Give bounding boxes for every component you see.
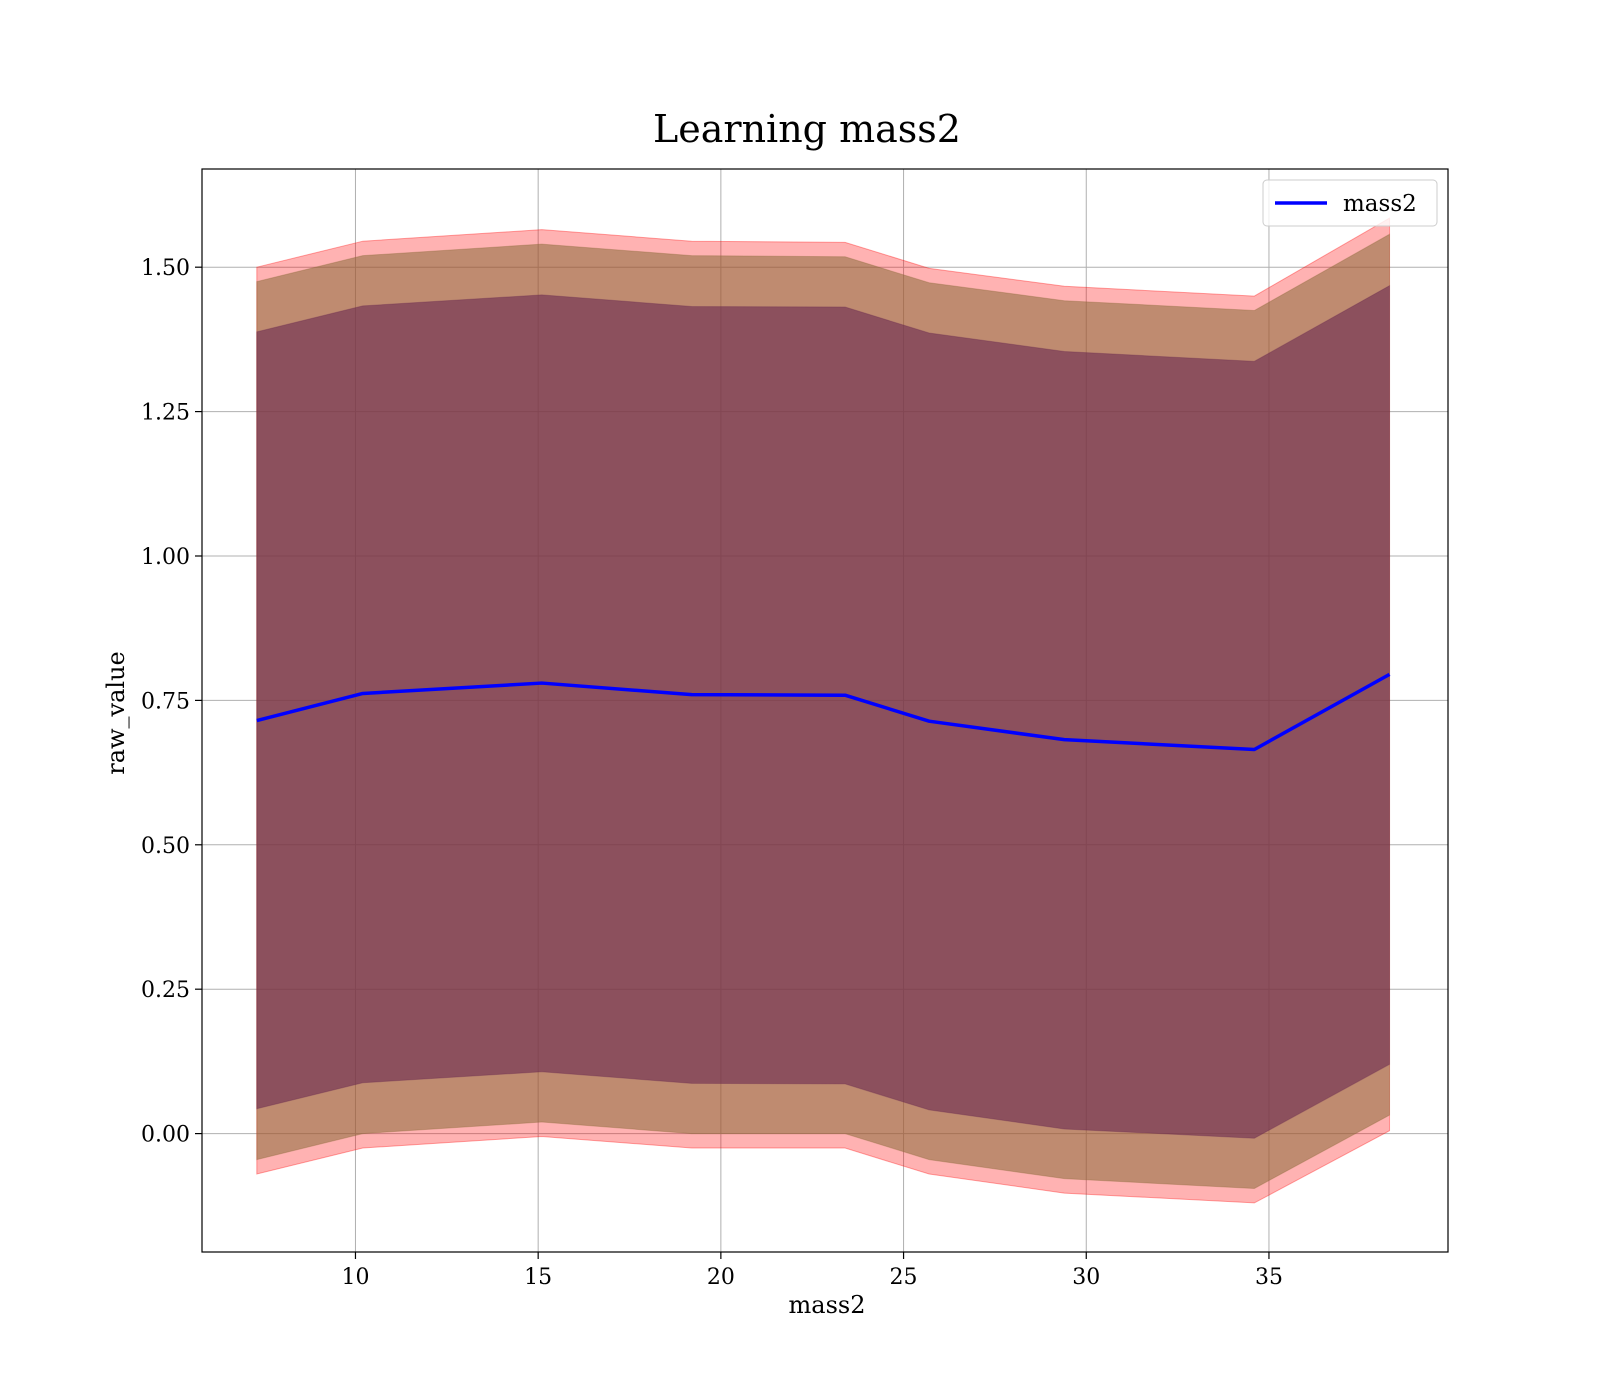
chart-title: Learning mass2 [653, 107, 961, 151]
y-axis-label: raw_value [102, 651, 130, 775]
y-tick-label-4: 1.00 [141, 545, 190, 570]
legend-label-0: mass2 [1343, 191, 1417, 217]
plot-frame [201, 168, 1449, 1253]
legend: mass2 [1262, 179, 1438, 227]
x-axis-ticks: 10 15 20 25 30 35 [341, 1252, 1283, 1290]
x-tick-label-2: 20 [707, 1265, 735, 1290]
y-tick-label-5: 1.25 [141, 401, 190, 426]
x-tick-label-3: 25 [890, 1265, 918, 1290]
series-lines [256, 672, 1391, 752]
y-tick-label-3: 0.75 [141, 689, 190, 714]
y-tick-label-2: 0.50 [141, 834, 190, 859]
band-2 [256, 284, 1391, 1139]
x-tick-label-4: 30 [1072, 1265, 1100, 1290]
series-line-0 [256, 672, 1391, 752]
y-tick-label-0: 0.00 [141, 1123, 190, 1148]
legend-box [1262, 179, 1438, 227]
x-tick-label-1: 15 [524, 1265, 552, 1290]
confidence-bands [256, 217, 1391, 1204]
y-axis-ticks: 0.00 0.25 0.50 0.75 1.00 1.25 1.50 [141, 256, 202, 1148]
x-tick-label-5: 35 [1255, 1265, 1283, 1290]
y-tick-label-1: 0.25 [141, 978, 190, 1003]
x-tick-label-0: 10 [341, 1265, 369, 1290]
x-axis-label: mass2 [789, 1291, 866, 1319]
y-tick-label-6: 1.50 [141, 256, 190, 281]
